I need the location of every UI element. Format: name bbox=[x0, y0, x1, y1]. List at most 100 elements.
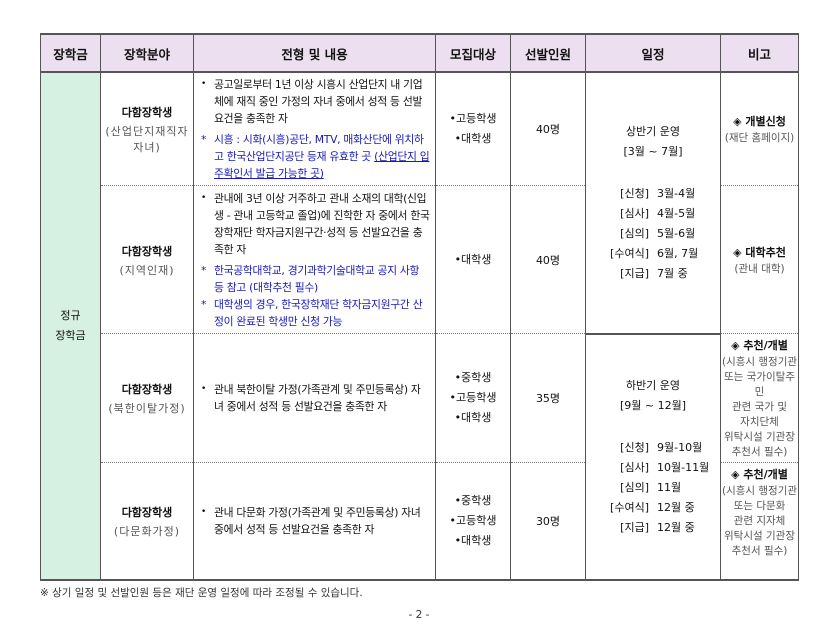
field-name: 다함장학생 bbox=[121, 106, 173, 119]
note-body: 시흥 : 시화(시흥)공단, MTV, 매화산단에 위치하고 한국산업단지공단 … bbox=[214, 131, 430, 182]
schedule-period: 하반기 운영 [9월 ~ 12월] bbox=[586, 376, 720, 416]
header-target: 모집대상 bbox=[435, 33, 511, 73]
target-cell: •중학생 •고등학생 •대학생 bbox=[435, 462, 511, 581]
step-date: 6월, 7월 bbox=[657, 246, 699, 260]
period-text: [9월 ~ 12월] bbox=[619, 398, 687, 412]
field-subtitle: 자녀) bbox=[133, 141, 161, 154]
content-bullet: • 관내 북한이탈 가정(가족관계 및 주민등록상) 자녀 중에서 성적 등 선발… bbox=[201, 381, 430, 415]
target-item: •대학생 bbox=[454, 411, 492, 424]
content-cell: • 관내 북한이탈 가정(가족관계 및 주민등록상) 자녀 중에서 성적 등 선발… bbox=[193, 333, 436, 463]
step-label: [심사] bbox=[620, 460, 649, 474]
header-schedule: 일정 bbox=[585, 33, 721, 73]
remark-detail: 또는 국가이탈주민 bbox=[724, 371, 795, 398]
content-note: * 대학생의 경우, 한국장학재단 학자금지원구간 산정이 완료된 학생만 신청 … bbox=[201, 296, 430, 330]
field-cell: 다함장학생 (지역인재) bbox=[100, 185, 194, 334]
table-row: 다함장학생 (다문화가정) • 관내 다문화 가정(가족관계 및 주민등록상) 자녀 … bbox=[41, 462, 799, 581]
remark-method: ◈ 추천/개별 bbox=[731, 468, 788, 481]
note-body: 한국공학대학교, 경기과학기술대학교 공지 사항 등 참고 (대학추천 필수) bbox=[214, 262, 430, 296]
step-label: [수여식] bbox=[610, 500, 649, 514]
step-date: 7월 중 bbox=[657, 266, 688, 280]
remark-method: ◈ 대학추천 bbox=[733, 245, 786, 259]
field-subtitle: (산업단지재직자 bbox=[105, 125, 189, 138]
header-row: 장학금 장학분야 전형 및 내용 모집대상 선발인원 일정 비고 bbox=[40, 33, 799, 73]
field-cell: 다함장학생 (다문화가정) bbox=[100, 462, 194, 581]
count-cell: 35명 bbox=[510, 333, 586, 463]
field-name: 다함장학생 bbox=[121, 244, 173, 258]
content-bullet: • 관내에 3년 이상 거주하고 관내 소재의 대학(신입생 - 관내 고등학교 … bbox=[201, 190, 430, 258]
schedule-step: [심사] 4월-5월 bbox=[586, 204, 720, 224]
note-text: 시흥 : 시화(시흥)공단, MTV, 매화산단에 위치하고 한국산업단지공단 … bbox=[214, 133, 424, 163]
bullet-marker: • bbox=[201, 506, 207, 517]
step-date: 12월 중 bbox=[657, 520, 695, 534]
remark-detail: 자치단체 bbox=[740, 416, 779, 428]
schedule-step: [신청] 9월-10월 bbox=[586, 438, 720, 458]
header-count: 선발인원 bbox=[510, 33, 586, 73]
schedule-step: [심의] 11월 bbox=[586, 478, 720, 498]
field-subtitle: (지역인재) bbox=[119, 263, 175, 277]
remark-cell: ◈ 추천/개별 (시흥시 행정기관 또는 다문화 관련 지자체 위탁시설 기관장 추천서 … bbox=[720, 462, 799, 581]
remark-detail: 위탁시설 기관장 bbox=[724, 431, 795, 443]
count-cell: 30명 bbox=[510, 462, 586, 581]
schedule-step: [신청] 3월-4월 bbox=[586, 184, 720, 204]
field-subtitle: (북한이탈가정) bbox=[108, 402, 186, 415]
period-text: 하반기 운영 bbox=[625, 378, 681, 392]
field-name: 다함장학생 bbox=[121, 383, 173, 396]
schedule-step: [심의] 5월-6월 bbox=[586, 224, 720, 244]
step-date: 3월-4월 bbox=[657, 186, 696, 200]
period-text: [3월 ~ 7월] bbox=[623, 144, 683, 158]
remark-detail: (시흥시 행정기관 bbox=[721, 485, 798, 497]
content-cell: • 관내에 3년 이상 거주하고 관내 소재의 대학(신입생 - 관내 고등학교 … bbox=[193, 185, 436, 334]
content-bullet: • 관내 다문화 가정(가족관계 및 주민등록상) 자녀 중에서 성적 등 선발요… bbox=[201, 504, 430, 538]
step-date: 12월 중 bbox=[657, 500, 695, 514]
step-date: 5월-6월 bbox=[657, 226, 696, 240]
asterisk-marker: * bbox=[201, 133, 207, 146]
target-item: •중학생 bbox=[454, 371, 492, 384]
remark-detail: (재단 홈페이지) bbox=[724, 132, 795, 144]
step-label: [수여식] bbox=[610, 246, 649, 260]
bullet-marker: • bbox=[201, 192, 207, 203]
step-date: 9월-10월 bbox=[657, 440, 703, 454]
schedule-cell: 상반기 운영 [3월 ~ 7월] [신청] 3월-4월 [심사] 4월-5월 [심의] 5월-… bbox=[585, 72, 721, 335]
target-cell: •중학생 •고등학생 •대학생 bbox=[435, 333, 511, 463]
content-note: * 시흥 : 시화(시흥)공단, MTV, 매화산단에 위치하고 한국산업단지공단… bbox=[201, 131, 430, 182]
schedule-step: [지급] 12월 중 bbox=[586, 518, 720, 538]
step-date: 11월 bbox=[657, 480, 682, 494]
step-label: [심의] bbox=[620, 480, 649, 494]
header-scholarship: 장학금 bbox=[40, 33, 101, 73]
schedule-step: [수여식] 12월 중 bbox=[586, 498, 720, 518]
target-item: •대학생 bbox=[454, 533, 492, 547]
step-label: [심사] bbox=[620, 206, 649, 220]
remark-detail: 추천서 필수) bbox=[731, 446, 788, 458]
step-label: [신청] bbox=[620, 440, 649, 454]
header-content: 전형 및 내용 bbox=[193, 33, 436, 73]
schedule-period: 상반기 운영 [3월 ~ 7월] bbox=[586, 122, 720, 162]
target-cell: •고등학생 •대학생 bbox=[435, 72, 511, 186]
page-number: - 2 - bbox=[408, 608, 430, 621]
note-text: 한국공학대학교, 경기과학기술대학교 공지 사항 등 참고 (대학추천 필수) bbox=[214, 263, 420, 294]
step-label: [지급] bbox=[620, 266, 649, 280]
schedule-step: [심사] 10월-11월 bbox=[586, 458, 720, 478]
remark-detail: 또는 다문화 bbox=[733, 500, 786, 512]
target-item: •대학생 bbox=[454, 132, 492, 145]
target-item: •고등학생 bbox=[449, 513, 497, 527]
step-label: [신청] bbox=[620, 186, 649, 200]
target-item: •중학생 bbox=[454, 493, 492, 507]
note-text: 대학생의 경우, 한국장학재단 학자금지원구간 산정이 완료된 학생만 신청 가… bbox=[214, 297, 423, 328]
header-field: 장학분야 bbox=[100, 33, 194, 73]
remark-detail: (시흥시 행정기관 bbox=[721, 356, 798, 368]
content-text: 관내 다문화 가정(가족관계 및 주민등록상) 자녀 중에서 성적 등 선발요건… bbox=[214, 505, 421, 536]
schedule-step: [지급] 7월 중 bbox=[586, 264, 720, 284]
bullet-marker: • bbox=[201, 384, 207, 394]
field-cell: 다함장학생 (북한이탈가정) bbox=[100, 333, 194, 463]
period-text: 상반기 운영 bbox=[625, 124, 681, 138]
step-date: 4월-5월 bbox=[657, 206, 696, 220]
header-remark: 비고 bbox=[720, 33, 799, 73]
remark-detail: 위탁시설 기관장 bbox=[724, 530, 795, 542]
note-underlined: (산업단지 입주확인서 발급 가능한 곳) bbox=[214, 150, 430, 180]
remark-detail: 추천서 필수) bbox=[731, 545, 788, 557]
step-date: 10월-11월 bbox=[657, 460, 710, 474]
content-bullet: • 공고일로부터 1년 이상 시흥시 산업단지 내 기업체에 재직 중인 가정의 … bbox=[201, 76, 430, 127]
remark-detail: 관련 국가 및 bbox=[732, 401, 787, 413]
remark-detail: (관내 대학) bbox=[734, 262, 785, 275]
